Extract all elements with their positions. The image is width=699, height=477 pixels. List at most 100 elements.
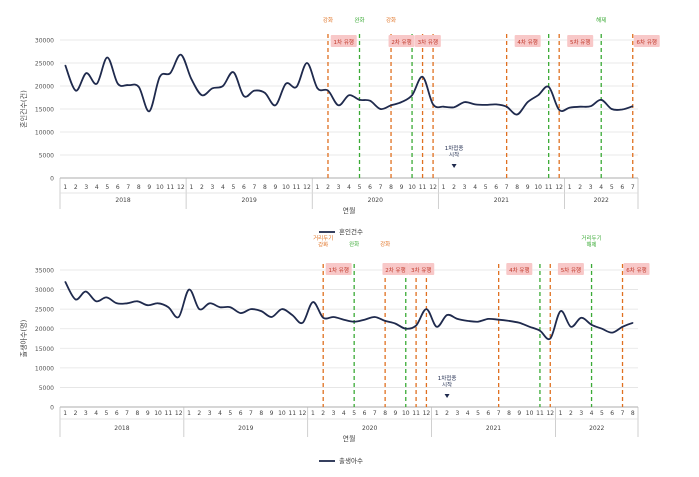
data-point — [498, 319, 500, 321]
data-point — [117, 83, 119, 85]
data-point — [464, 101, 466, 103]
data-point — [485, 104, 487, 106]
data-point — [390, 104, 392, 106]
x-tick-label: 7 — [621, 410, 625, 417]
x-tick-label: 6 — [494, 184, 498, 191]
data-point — [506, 106, 508, 108]
wave-label: 4차 유행 — [509, 266, 529, 274]
data-point — [474, 103, 476, 105]
data-point — [281, 308, 283, 310]
data-point — [159, 76, 161, 78]
data-point — [487, 318, 489, 320]
x-tick-label: 3 — [589, 184, 593, 191]
data-point — [590, 105, 592, 107]
x-tick-label: 1 — [189, 184, 193, 191]
x-tick-label: 10 — [278, 410, 286, 417]
data-point — [415, 324, 417, 327]
wave-label-box — [382, 263, 409, 275]
wave-label: 2차 유행 — [385, 266, 405, 274]
y-tick-label: 15000 — [35, 346, 54, 353]
x-tick-label: 7 — [249, 410, 253, 417]
data-point — [348, 94, 350, 96]
x-tick-label: 12 — [423, 410, 431, 417]
data-point — [358, 99, 361, 101]
year-label: 2020 — [362, 425, 377, 432]
data-point — [379, 108, 382, 110]
x-tick-label: 6 — [486, 410, 490, 417]
policy-annotation: 강화 — [323, 17, 333, 24]
x-tick-label: 2 — [578, 184, 582, 191]
wave-label: 1차 유행 — [328, 266, 348, 274]
data-point — [432, 103, 434, 105]
x-tick-label: 5 — [610, 184, 614, 191]
data-point — [400, 101, 403, 103]
x-tick-label: 6 — [620, 184, 624, 191]
data-point — [136, 300, 139, 302]
year-label: 2019 — [238, 425, 253, 432]
data-point — [138, 86, 140, 88]
x-tick-label: 2 — [74, 410, 78, 417]
year-label: 2018 — [114, 425, 129, 432]
x-tick-label: 5 — [358, 184, 362, 191]
y-tick-label: 5000 — [39, 153, 54, 160]
x-tick-label: 10 — [154, 410, 162, 417]
wave-label: 6차 유행 — [626, 266, 646, 274]
data-point — [632, 105, 634, 107]
data-point — [157, 302, 159, 304]
x-tick-label: 5 — [600, 410, 604, 417]
data-point — [229, 306, 231, 308]
x-tick-label: 1 — [568, 184, 572, 191]
y-tick-label: 10000 — [35, 365, 54, 372]
data-point — [411, 94, 413, 96]
x-tick-label: 8 — [135, 410, 139, 417]
x-tick-label: 7 — [497, 410, 501, 417]
data-point — [559, 310, 562, 312]
x-tick-label: 4 — [221, 184, 225, 191]
arrow-down-icon — [444, 394, 450, 398]
wave-label-box — [633, 35, 660, 47]
data-point — [222, 85, 224, 87]
x-tick-label: 2 — [445, 410, 449, 417]
x-tick-label: 4 — [473, 184, 477, 191]
x-tick-label: 10 — [282, 184, 290, 191]
wave-label-box — [388, 35, 415, 47]
x-tick-label: 12 — [429, 184, 437, 191]
data-point — [611, 332, 613, 334]
x-tick-label: 2 — [74, 184, 78, 191]
wave-label-box — [408, 263, 435, 275]
data-point — [425, 308, 428, 310]
x-tick-label: 8 — [137, 184, 141, 191]
data-point — [343, 319, 345, 321]
x-tick-label: 10 — [402, 410, 410, 417]
x-tick-label: 11 — [536, 410, 544, 417]
data-point — [274, 104, 277, 106]
x-tick-label: 3 — [337, 184, 341, 191]
x-tick-label: 2 — [452, 184, 456, 191]
x-tick-label: 4 — [599, 184, 603, 191]
data-point — [405, 328, 407, 330]
data-point — [527, 101, 529, 103]
x-tick-label: 4 — [466, 410, 470, 417]
y-tick-label: 30000 — [35, 38, 54, 45]
policy-annotation: 거리두기 해제 — [581, 234, 601, 249]
data-point — [601, 328, 603, 330]
x-tick-label: 12 — [175, 410, 183, 417]
x-tick-label: 7 — [126, 184, 130, 191]
data-point — [253, 90, 256, 92]
data-point — [421, 76, 424, 78]
year-label: 2022 — [594, 197, 609, 204]
y-tick-label: 0 — [50, 405, 54, 412]
wave-label-box — [623, 263, 650, 275]
data-point — [353, 321, 355, 323]
data-point — [250, 308, 252, 310]
x-tick-label: 6 — [239, 410, 243, 417]
x-tick-label: 6 — [115, 410, 119, 417]
data-point — [369, 100, 371, 102]
policy-annotation: 강화 — [386, 17, 396, 24]
data-point — [178, 316, 180, 318]
x-tick-label: 5 — [228, 410, 232, 417]
x-tick-label: 7 — [125, 410, 129, 417]
y-tick-label: 20000 — [35, 84, 54, 91]
data-point — [201, 94, 203, 96]
x-tick-label: 12 — [177, 184, 185, 191]
